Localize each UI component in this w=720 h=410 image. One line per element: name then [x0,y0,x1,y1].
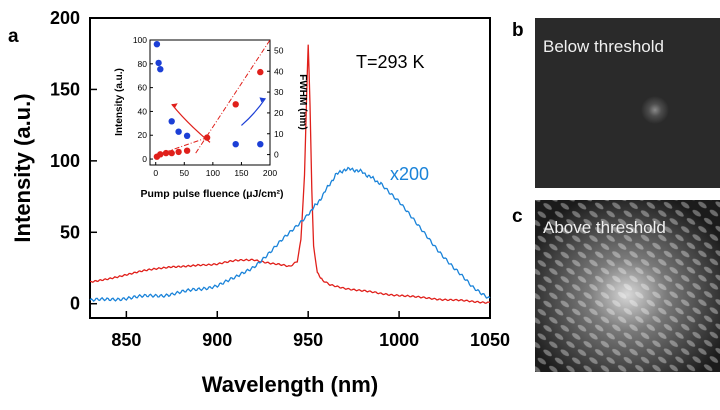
inset-y2-tick-label: 40 [274,66,284,76]
inset-y2-tick-label: 30 [274,87,284,97]
inset-x-tick-label: 100 [206,168,220,178]
main-series-line-0 [89,44,491,304]
inset-point-fwhm [232,141,239,148]
main-x-tick-label: 1000 [379,330,419,350]
inset-y-tick-label: 0 [142,154,147,164]
inset-point-fwhm [155,59,162,67]
photo-above-caption: Above threshold [543,218,666,237]
inset-y-tick-label: 100 [133,35,147,45]
photo-above-threshold: Above threshold [535,200,720,372]
inset-x-tick-label: 50 [180,168,190,178]
main-x-tick-label: 850 [111,330,141,350]
inset-chart: 0 50 100 150 200 0 20 40 60 80 100 0 10 20 30 40 50 Pump… [114,35,308,200]
main-y-axis-label: Intensity (a.u.) [10,93,35,242]
main-y-ticks: 0 50 100 150 200 [50,8,97,314]
photo-below-caption: Below threshold [543,37,664,56]
inset-y-tick-label: 60 [138,83,148,93]
inset-point-intensity [162,149,170,157]
inset-x-tick-label: 0 [153,168,158,178]
photo-below-threshold: Below threshold [535,18,720,188]
inset-y2-tick-label: 0 [274,150,279,160]
inset-red-arrowhead [171,103,178,109]
inset-ticks: 0 50 100 150 200 0 20 40 60 80 100 0 10 20 30 40 50 [133,35,284,178]
inset-point-intensity [175,148,182,156]
inset-point-intensity [157,151,164,158]
emission-spot [641,96,669,124]
inset-trend-line-low [155,137,208,156]
main-plot-frame [89,17,491,319]
inset-y-axis-label: Intensity (a.u.) [114,68,125,136]
panel-label-a: a [8,26,19,47]
inset-point-intensity [183,147,191,154]
main-series-line-1 [89,166,491,302]
inset-point-intensity [232,101,239,108]
main-y-tick-label: 100 [50,151,80,171]
inset-point-fwhm [175,128,182,135]
inset-y2-tick-label: 10 [274,129,284,139]
inset-point-fwhm [153,41,161,48]
main-series-group [89,44,491,304]
panel-label-b: b [512,20,524,41]
panel-label-c: c [512,206,523,227]
main-x-tick-label: 1050 [470,330,510,350]
inset-point-fwhm [183,132,191,139]
main-x-tick-label: 900 [202,330,232,350]
inset-series-group [153,39,271,160]
inset-y2-tick-label: 20 [274,108,284,118]
inset-point-intensity [203,134,211,141]
temperature-annotation: T=293 K [356,52,425,72]
inset-x-tick-label: 200 [263,168,277,178]
main-y-tick-label: 0 [70,294,80,314]
inset-point-intensity [168,149,175,157]
main-x-ticks: 850 900 950 1000 1050 [111,311,510,350]
scale-annotation: x200 [390,164,429,184]
inset-trend-line-high [195,39,271,154]
inset-y2-tick-label: 50 [274,45,284,55]
inset-plot-frame [149,39,271,166]
main-x-axis-label: Wavelength (nm) [202,372,378,397]
main-y-tick-label: 50 [60,222,80,242]
inset-blue-arrow [241,98,266,126]
main-y-tick-label: 150 [50,79,80,99]
inset-y-tick-label: 20 [138,130,148,140]
main-y-tick-label: 200 [50,8,80,28]
inset-blue-arrowhead [259,97,266,103]
inset-point-intensity [257,68,264,76]
inset-point-fwhm [157,66,164,73]
inset-x-axis-label: Pump pulse fluence (μJ/cm²) [141,188,284,200]
inset-point-fwhm [168,118,175,125]
inset-y-tick-label: 80 [138,59,148,69]
inset-y-tick-label: 40 [138,106,148,116]
inset-y2-axis-label: FWHM (nm) [297,74,308,130]
inset-x-tick-label: 150 [234,168,248,178]
main-x-tick-label: 950 [293,330,323,350]
inset-point-fwhm [257,141,264,148]
